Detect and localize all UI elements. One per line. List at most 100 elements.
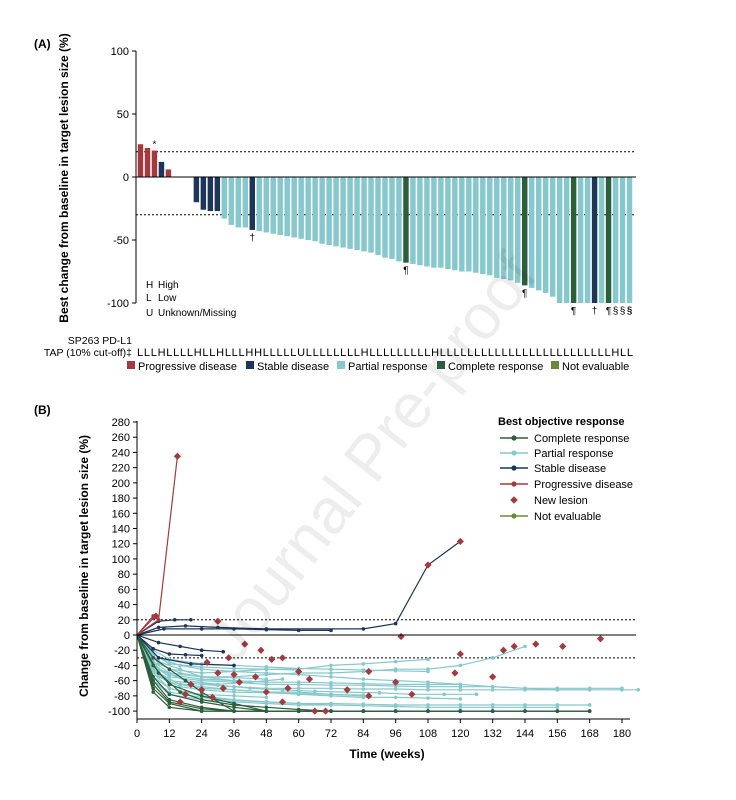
legend-b-dot-partial [511, 450, 517, 456]
panel-b-new-lesions [152, 452, 605, 715]
panel-b-y-tick-label: -80 [114, 691, 130, 703]
panel-a-annotation: § [627, 306, 633, 317]
series-point-stable [199, 627, 204, 631]
series-point-partial [296, 701, 301, 706]
legend-b-dot-not_evaluable [511, 513, 517, 519]
series-point-partial [296, 680, 301, 684]
panel-b-label: (B) [34, 403, 51, 417]
new-lesion-marker [278, 698, 287, 706]
panel-a-annotation: ¶ [571, 306, 576, 317]
new-lesion-marker [262, 688, 270, 696]
new-lesion-marker [596, 635, 605, 643]
series-point-complete [393, 709, 398, 713]
panel-a-bar [221, 177, 228, 219]
panel-b-series [136, 454, 640, 713]
series-point-complete [199, 706, 204, 711]
legend-b-dot-complete [511, 435, 517, 441]
panel-b-x-tick-label: 156 [548, 728, 566, 740]
series-point-complete [555, 709, 560, 713]
panel-a-annotation: § [620, 306, 626, 317]
panel-a-bar [521, 177, 528, 286]
series-point-stable [162, 627, 166, 631]
pdl1-key-label-l: Low [158, 293, 177, 304]
panel-a-bar [549, 177, 556, 297]
series-line-partial [136, 634, 477, 695]
series-point-complete [523, 709, 527, 713]
legend-b-label-complete: Complete response [534, 433, 629, 445]
panel-a-bar [584, 177, 591, 303]
series-point-partial [178, 667, 182, 672]
panel-b-x-tick-label: 180 [613, 728, 631, 740]
panel-a-bar [389, 177, 395, 259]
series-point-partial [199, 665, 204, 669]
series-point-stable [264, 627, 269, 632]
series-point-partial [264, 671, 269, 675]
series-point-stable [199, 653, 204, 658]
series-point-stable [156, 640, 161, 645]
series-point-complete [264, 709, 269, 713]
series-point-partial [329, 671, 333, 675]
series-point-partial [458, 682, 463, 687]
panel-b-legend: Best objective response Complete respons… [498, 416, 633, 523]
series-point-partial [474, 692, 479, 697]
legend-title: Best objective response [498, 416, 625, 428]
series-point-complete [151, 690, 155, 694]
series-point-partial [361, 681, 366, 686]
panel-a-bar [144, 148, 151, 177]
panel-a-bar [200, 177, 207, 210]
panel-a-annotation: ¶ [606, 306, 611, 317]
new-lesion-marker [278, 654, 287, 662]
panel-a-bar [333, 177, 339, 247]
series-line-progressive [136, 617, 154, 636]
panel-b-x-tick-label: 36 [228, 728, 240, 740]
series-point-partial [232, 666, 236, 671]
series-point-complete [167, 700, 172, 704]
panel-a-bar [466, 177, 472, 272]
panel-b-y-tick-label: 180 [112, 493, 130, 505]
panel-a-y-tick-label: -50 [113, 235, 129, 247]
legend-label-stable: Stable disease [257, 361, 329, 373]
panel-a-bar [515, 177, 521, 283]
series-point-partial [636, 687, 640, 692]
series-point-partial [361, 668, 366, 672]
panel-a-bar [368, 177, 374, 253]
series-point-partial [264, 686, 269, 691]
series-point-partial [458, 663, 463, 668]
panel-b: (B) Change from baseline in target lesio… [34, 403, 640, 761]
series-point-partial [178, 671, 182, 675]
series-point-complete [232, 709, 236, 713]
series-line-complete [136, 634, 590, 712]
new-lesion-marker [230, 670, 238, 679]
panel-a-annotation: ¶ [522, 288, 527, 299]
series-point-partial [329, 663, 333, 668]
panel-a-bar [487, 177, 493, 276]
panel-a-bar [228, 177, 235, 225]
series-point-partial [361, 687, 366, 691]
panel-b-y-tick-label: -20 [114, 645, 130, 657]
new-lesion-marker [559, 642, 567, 651]
panel-b-x-tick-label: 144 [516, 728, 534, 740]
new-lesion-marker [284, 684, 292, 692]
series-point-partial [490, 687, 495, 692]
panel-a-bar [158, 161, 165, 177]
panel-a-legend: Progressive disease Stable disease Parti… [127, 361, 629, 373]
new-lesion-marker [173, 452, 182, 460]
panel-a-bar [305, 177, 311, 240]
series-point-complete [151, 675, 155, 679]
series-point-complete [151, 663, 155, 668]
panel-a-bar [214, 177, 221, 212]
pdl1-status-row: LLLHLLLLHLLHLLLHHLLLLLULLLLLLLLHLLLLLLLL… [137, 347, 633, 359]
legend-swatch-progressive [127, 361, 135, 369]
series-point-partial [313, 689, 317, 694]
panel-b-x-tick-label: 168 [580, 728, 598, 740]
pdl1-key-code-u: U [146, 308, 153, 319]
new-lesion-marker [424, 561, 432, 569]
series-point-stable [329, 628, 333, 633]
panel-b-x-tick-label: 108 [419, 728, 437, 740]
panel-a-annotation: § [627, 306, 633, 317]
series-point-partial [296, 686, 301, 691]
legend-b-dot-progressive [511, 481, 517, 487]
series-point-complete [264, 705, 269, 710]
pdl1-key-label-h: High [158, 280, 179, 291]
panel-a-bar [403, 177, 409, 263]
